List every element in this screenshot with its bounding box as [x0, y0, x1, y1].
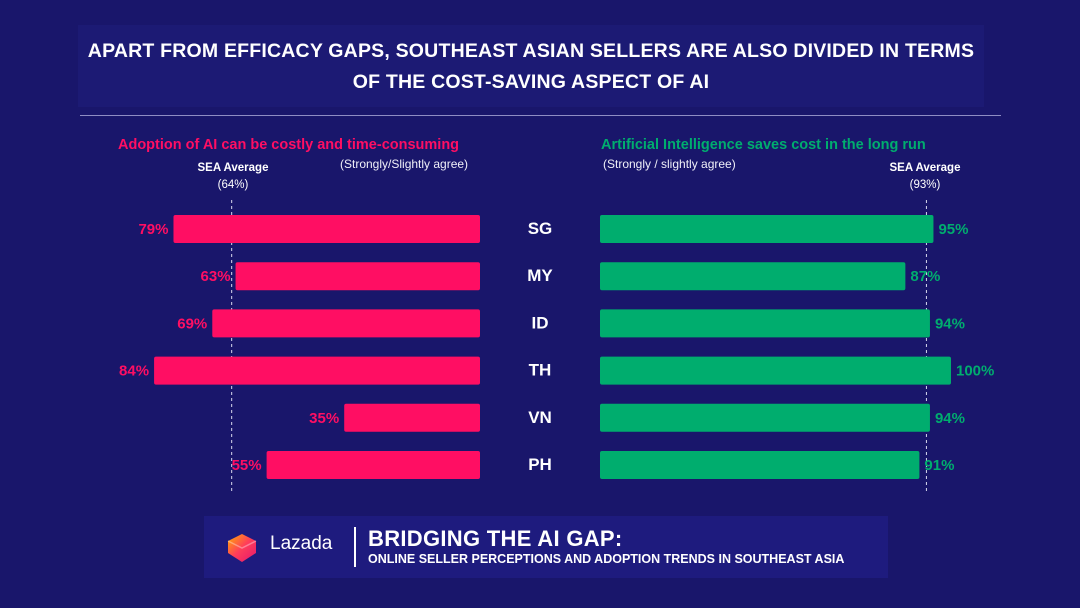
- right-bar-th: [600, 356, 951, 385]
- right-chart-subtitle: (Strongly / slightly agree): [603, 157, 736, 171]
- right-average-value: (93%): [909, 179, 941, 191]
- header-divider: [80, 115, 1001, 116]
- left-bar-th: [154, 356, 480, 385]
- left-bar-id: [212, 309, 480, 338]
- left-value-label-id: 69%: [177, 315, 207, 332]
- left-average-value: (64%): [217, 179, 249, 191]
- right-chart-title: Artificial Intelligence saves cost in th…: [601, 137, 926, 153]
- category-label-th: TH: [529, 361, 552, 380]
- right-bar-id: [600, 309, 930, 338]
- right-bar-my: [600, 262, 906, 291]
- category-label-ph: PH: [528, 455, 552, 474]
- right-bar-vn: [600, 403, 930, 432]
- left-chart-title: Adoption of AI can be costly and time-co…: [118, 137, 460, 153]
- left-chart-subtitle: (Strongly/Slightly agree): [340, 157, 469, 171]
- left-bar-sg: [173, 215, 481, 243]
- category-label-my: MY: [527, 266, 553, 285]
- right-value-label-th: 100%: [956, 363, 994, 380]
- page-title: APART FROM EFFICACY GAPS, SOUTHEAST ASIA…: [78, 36, 984, 98]
- left-value-label-sg: 79%: [138, 221, 168, 238]
- category-label-sg: SG: [528, 219, 553, 238]
- left-bar-vn: [344, 403, 480, 432]
- right-average-title: SEA Average: [889, 162, 961, 174]
- right-value-label-sg: 95%: [938, 221, 968, 238]
- right-value-label-ph: 91%: [924, 457, 954, 474]
- footer-banner: [204, 516, 888, 578]
- left-value-label-th: 84%: [119, 363, 149, 380]
- left-bar-my: [235, 262, 480, 291]
- report-title: BRIDGING THE AI GAP:: [368, 526, 623, 551]
- title-banner: [78, 25, 984, 107]
- left-average-title: SEA Average: [197, 162, 269, 174]
- left-value-label-my: 63%: [201, 268, 231, 285]
- page-title-line-2: OF THE COST-SAVING ASPECT OF AI: [352, 71, 710, 93]
- right-value-label-my: 87%: [910, 268, 940, 285]
- page-title-line-1: APART FROM EFFICACY GAPS, SOUTHEAST ASIA…: [87, 40, 975, 62]
- footer-divider: [354, 527, 356, 567]
- right-bar-ph: [600, 451, 920, 479]
- left-value-label-ph: 55%: [232, 457, 262, 474]
- category-label-id: ID: [532, 313, 549, 332]
- right-value-label-vn: 94%: [935, 410, 965, 427]
- right-bar-sg: [600, 215, 934, 243]
- report-subtitle: ONLINE SELLER PERCEPTIONS AND ADOPTION T…: [368, 552, 845, 566]
- brand-name: Lazada: [270, 533, 333, 554]
- left-value-label-vn: 35%: [309, 410, 339, 427]
- left-bar-ph: [266, 451, 480, 479]
- category-label-vn: VN: [528, 408, 552, 427]
- lazada-heart-logo-icon: [227, 534, 257, 562]
- right-value-label-id: 94%: [935, 315, 965, 332]
- right-average-label: SEA Average (93%): [882, 160, 968, 194]
- left-average-label: SEA Average (64%): [190, 160, 276, 194]
